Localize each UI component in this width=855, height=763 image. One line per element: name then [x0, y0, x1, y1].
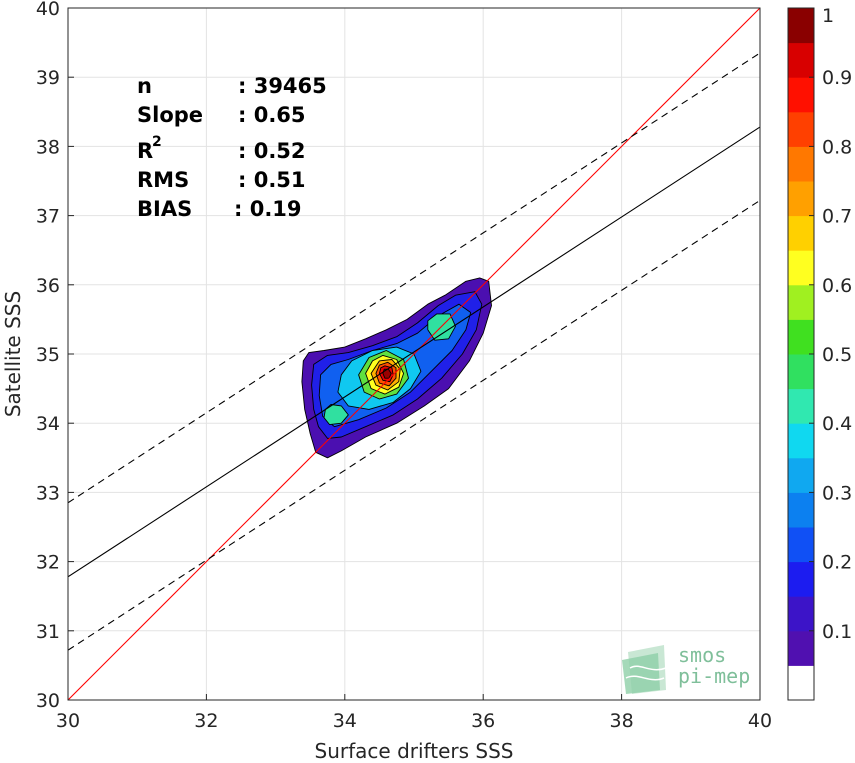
logo-text-smos: smos	[678, 643, 726, 667]
upper-bound-line	[68, 52, 760, 504]
colorbar-tick-label-6: 0.7	[822, 206, 852, 228]
colorbar-segment-0	[788, 665, 814, 701]
stat-r2-label: R	[137, 139, 153, 163]
x-tick-label-1: 32	[194, 710, 218, 732]
stat-r2-value: : 0.52	[238, 139, 306, 163]
stat-bias-label: BIAS	[137, 197, 192, 221]
logo-waves-icon	[622, 645, 667, 694]
y-tick-label-1: 31	[36, 621, 60, 643]
smos-pi-mep-logo: smos pi-mep	[622, 643, 750, 694]
colorbar-segment-4	[788, 527, 814, 563]
colorbar-segment-8	[788, 388, 814, 424]
colorbar-segment-9	[788, 354, 814, 390]
stat-bias-value: : 0.19	[234, 197, 302, 221]
x-tick-label-3: 36	[471, 710, 495, 732]
y-tick-label-10: 40	[36, 0, 60, 20]
lower-bound-line	[68, 199, 760, 651]
y-tick-label-3: 33	[36, 482, 60, 504]
y-tick-label-6: 36	[36, 275, 60, 297]
colorbar-ticks: 0.1 0.2 0.3 0.4 0.5 0.6 0.7 0.8 0.9 1	[809, 5, 852, 643]
y-tick-label-2: 32	[36, 552, 60, 574]
colorbar-tick-label-7: 0.8	[822, 136, 852, 158]
colorbar-segment-18	[788, 42, 814, 78]
colorbar-segment-6	[788, 457, 814, 493]
colorbar-segment-16	[788, 111, 814, 147]
reference-lines	[68, 8, 760, 700]
contour-level-11	[382, 368, 392, 379]
y-axis-ticks: 30 31 32 33 34 35 36 37 38 39 40	[36, 0, 74, 712]
x-tick-label-5: 40	[748, 710, 772, 732]
colorbar-segment-15	[788, 146, 814, 182]
logo-text-pi-mep: pi-mep	[678, 664, 750, 688]
stat-rms-label: RMS	[137, 168, 189, 192]
grid	[67, 7, 761, 701]
y-tick-label-8: 38	[36, 136, 60, 158]
colorbar-segment-1	[788, 630, 814, 666]
y-tick-label-0: 30	[36, 690, 60, 712]
y-tick-label-9: 39	[36, 67, 60, 89]
colorbar-tick-label-9: 1	[822, 5, 834, 27]
x-axis-ticks: 30 32 34 36 38 40	[56, 694, 772, 732]
y-tick-label-4: 34	[36, 413, 60, 435]
colorbar-tick-label-8: 0.9	[822, 67, 852, 89]
colorbar-segment-5	[788, 492, 814, 528]
colorbar-tick-label-3: 0.4	[822, 413, 852, 435]
colorbar-segment-10	[788, 319, 814, 355]
colorbar	[787, 7, 815, 701]
y-tick-label-5: 35	[36, 344, 60, 366]
colorbar-tick-label-2: 0.3	[822, 482, 852, 504]
colorbar-segment-7	[788, 423, 814, 459]
x-tick-label-4: 38	[610, 710, 634, 732]
colorbar-segment-2	[788, 596, 814, 632]
colorbar-segment-3	[788, 561, 814, 597]
stat-n-label: n	[137, 74, 152, 98]
colorbar-segment-14	[788, 181, 814, 217]
stat-slope-value: : 0.65	[238, 103, 306, 127]
statistics-box: n : 39465 Slope : 0.65 R 2 : 0.52 RMS : …	[137, 74, 327, 221]
stat-r2-sup: 2	[152, 134, 162, 150]
colorbar-segment-11	[788, 284, 814, 320]
stat-slope-label: Slope	[137, 103, 203, 127]
identity-line	[68, 8, 760, 700]
colorbar-tick-label-0: 0.1	[822, 621, 852, 643]
colorbar-segment-13	[788, 215, 814, 251]
x-tick-label-0: 30	[56, 710, 80, 732]
stat-rms-value: : 0.51	[238, 168, 306, 192]
colorbar-tick-label-1: 0.2	[822, 552, 852, 574]
x-axis-label: Surface drifters SSS	[315, 739, 514, 763]
y-axis-label: Satellite SSS	[1, 291, 25, 417]
colorbar-segment-12	[788, 250, 814, 286]
y-tick-label-7: 37	[36, 206, 60, 228]
colorbar-tick-label-5: 0.6	[822, 275, 852, 297]
colorbar-tick-label-4: 0.5	[822, 344, 852, 366]
x-tick-label-2: 34	[333, 710, 357, 732]
colorbar-segment-17	[788, 77, 814, 113]
colorbar-segment-19	[788, 8, 814, 44]
stat-n-value: : 39465	[238, 74, 327, 98]
regression-line	[68, 126, 760, 578]
